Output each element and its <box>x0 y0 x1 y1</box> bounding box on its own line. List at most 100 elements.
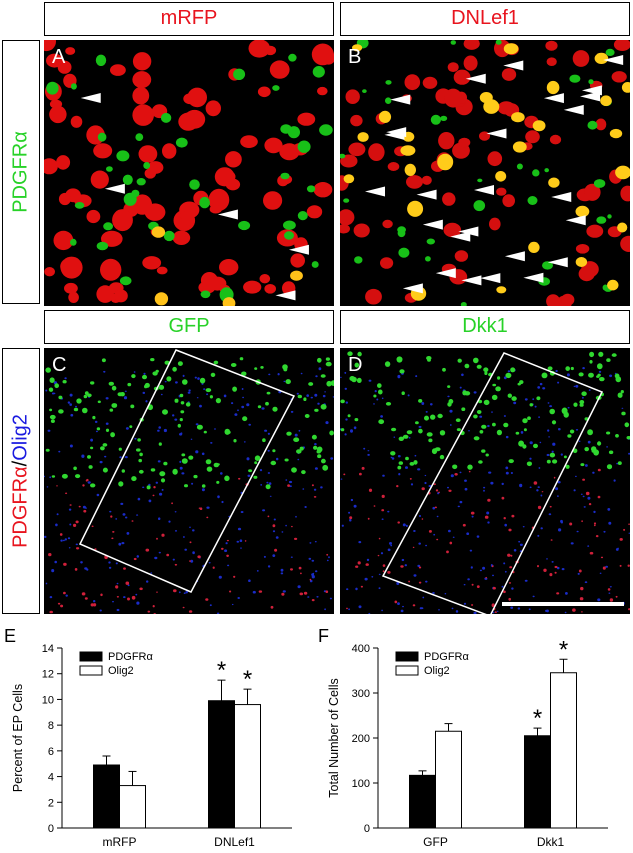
red-cell <box>152 605 155 608</box>
green-cell <box>181 453 186 457</box>
red-cell <box>281 592 285 596</box>
green-cell <box>437 413 443 419</box>
blue-nucleus <box>283 380 286 383</box>
red-cell <box>503 590 506 594</box>
blue-nucleus <box>621 407 624 409</box>
blue-nucleus <box>314 541 317 543</box>
green-cell <box>88 465 93 469</box>
green-cell <box>45 367 51 373</box>
blue-nucleus <box>99 460 103 464</box>
blue-nucleus <box>575 384 579 388</box>
green-cell <box>103 222 113 231</box>
blue-nucleus <box>486 511 490 515</box>
red-cell <box>507 553 511 557</box>
red-cell <box>595 118 607 131</box>
green-cell <box>402 434 409 439</box>
red-cell <box>361 466 365 470</box>
red-cell <box>91 525 94 528</box>
red-cell <box>497 101 516 115</box>
blue-nucleus <box>136 514 139 516</box>
green-cell <box>591 446 597 452</box>
green-cell <box>113 403 117 407</box>
red-cell <box>74 568 78 571</box>
green-cell <box>518 440 524 447</box>
green-cell <box>497 376 501 380</box>
green-cell <box>426 432 433 437</box>
blue-nucleus <box>389 542 392 545</box>
blue-nucleus <box>350 429 353 433</box>
red-cell <box>248 40 271 58</box>
green-cell <box>209 395 213 399</box>
yellow-cell <box>357 132 369 142</box>
blue-nucleus <box>104 455 107 458</box>
red-cell <box>171 502 173 505</box>
green-cell <box>291 467 297 473</box>
arrowhead <box>450 231 471 242</box>
green-cell <box>162 409 168 415</box>
green-cell <box>515 431 520 435</box>
green-cell <box>49 408 53 412</box>
green-cell <box>430 414 436 420</box>
chart-e-y-label: Percent of EP Cells <box>11 684 25 792</box>
red-cell <box>458 137 471 148</box>
green-cell <box>257 405 262 409</box>
blue-nucleus <box>309 542 312 544</box>
red-cell <box>199 507 203 510</box>
green-cell <box>304 414 310 418</box>
green-cell <box>311 434 317 440</box>
red-cell <box>368 143 385 161</box>
blue-nucleus <box>353 426 357 430</box>
green-cell <box>312 66 325 78</box>
yellow-cell <box>528 241 540 253</box>
red-cell <box>378 537 381 540</box>
blue-nucleus <box>608 521 612 525</box>
blue-nucleus <box>548 436 550 438</box>
blue-nucleus <box>582 367 585 370</box>
blue-nucleus <box>267 565 271 568</box>
blue-nucleus <box>408 437 411 439</box>
arrowhead <box>480 273 501 284</box>
green-cell <box>142 374 147 380</box>
red-cell <box>561 293 575 306</box>
green-cell <box>351 376 357 383</box>
blue-nucleus <box>75 543 78 546</box>
green-cell <box>398 436 404 441</box>
red-cell <box>78 505 81 508</box>
blue-nucleus <box>542 387 546 390</box>
green-cell <box>316 449 321 454</box>
blue-nucleus <box>593 510 596 514</box>
blue-nucleus <box>580 493 583 495</box>
blue-nucleus <box>192 551 195 555</box>
blue-nucleus <box>294 433 298 437</box>
blue-nucleus <box>315 375 318 378</box>
green-cell <box>150 468 156 472</box>
green-cell <box>527 196 538 205</box>
red-cell <box>349 516 353 520</box>
panel-label-b: B <box>348 46 362 68</box>
micrograph-d-image <box>340 351 630 614</box>
blue-nucleus <box>68 508 72 511</box>
red-cell <box>274 548 278 552</box>
green-cell <box>105 428 110 432</box>
green-cell <box>143 162 151 169</box>
blue-nucleus <box>557 381 560 384</box>
green-cell <box>270 460 277 466</box>
blue-nucleus <box>561 568 565 571</box>
blue-nucleus <box>492 574 494 577</box>
chart-f-significance-star: * <box>559 636 568 663</box>
blue-nucleus <box>296 392 299 395</box>
green-cell <box>181 458 188 464</box>
blue-nucleus <box>413 574 417 577</box>
red-cell <box>582 478 585 481</box>
blue-nucleus <box>528 608 531 611</box>
micrograph-b-image <box>340 40 630 306</box>
blue-nucleus <box>488 471 492 474</box>
green-cell <box>308 382 314 386</box>
blue-nucleus <box>449 409 453 413</box>
green-cell <box>205 459 212 465</box>
red-cell <box>628 608 630 611</box>
blue-nucleus <box>196 397 199 399</box>
green-cell <box>265 401 269 406</box>
blue-nucleus <box>490 481 494 485</box>
row-label-olig2-part: Olig2 <box>9 414 32 461</box>
